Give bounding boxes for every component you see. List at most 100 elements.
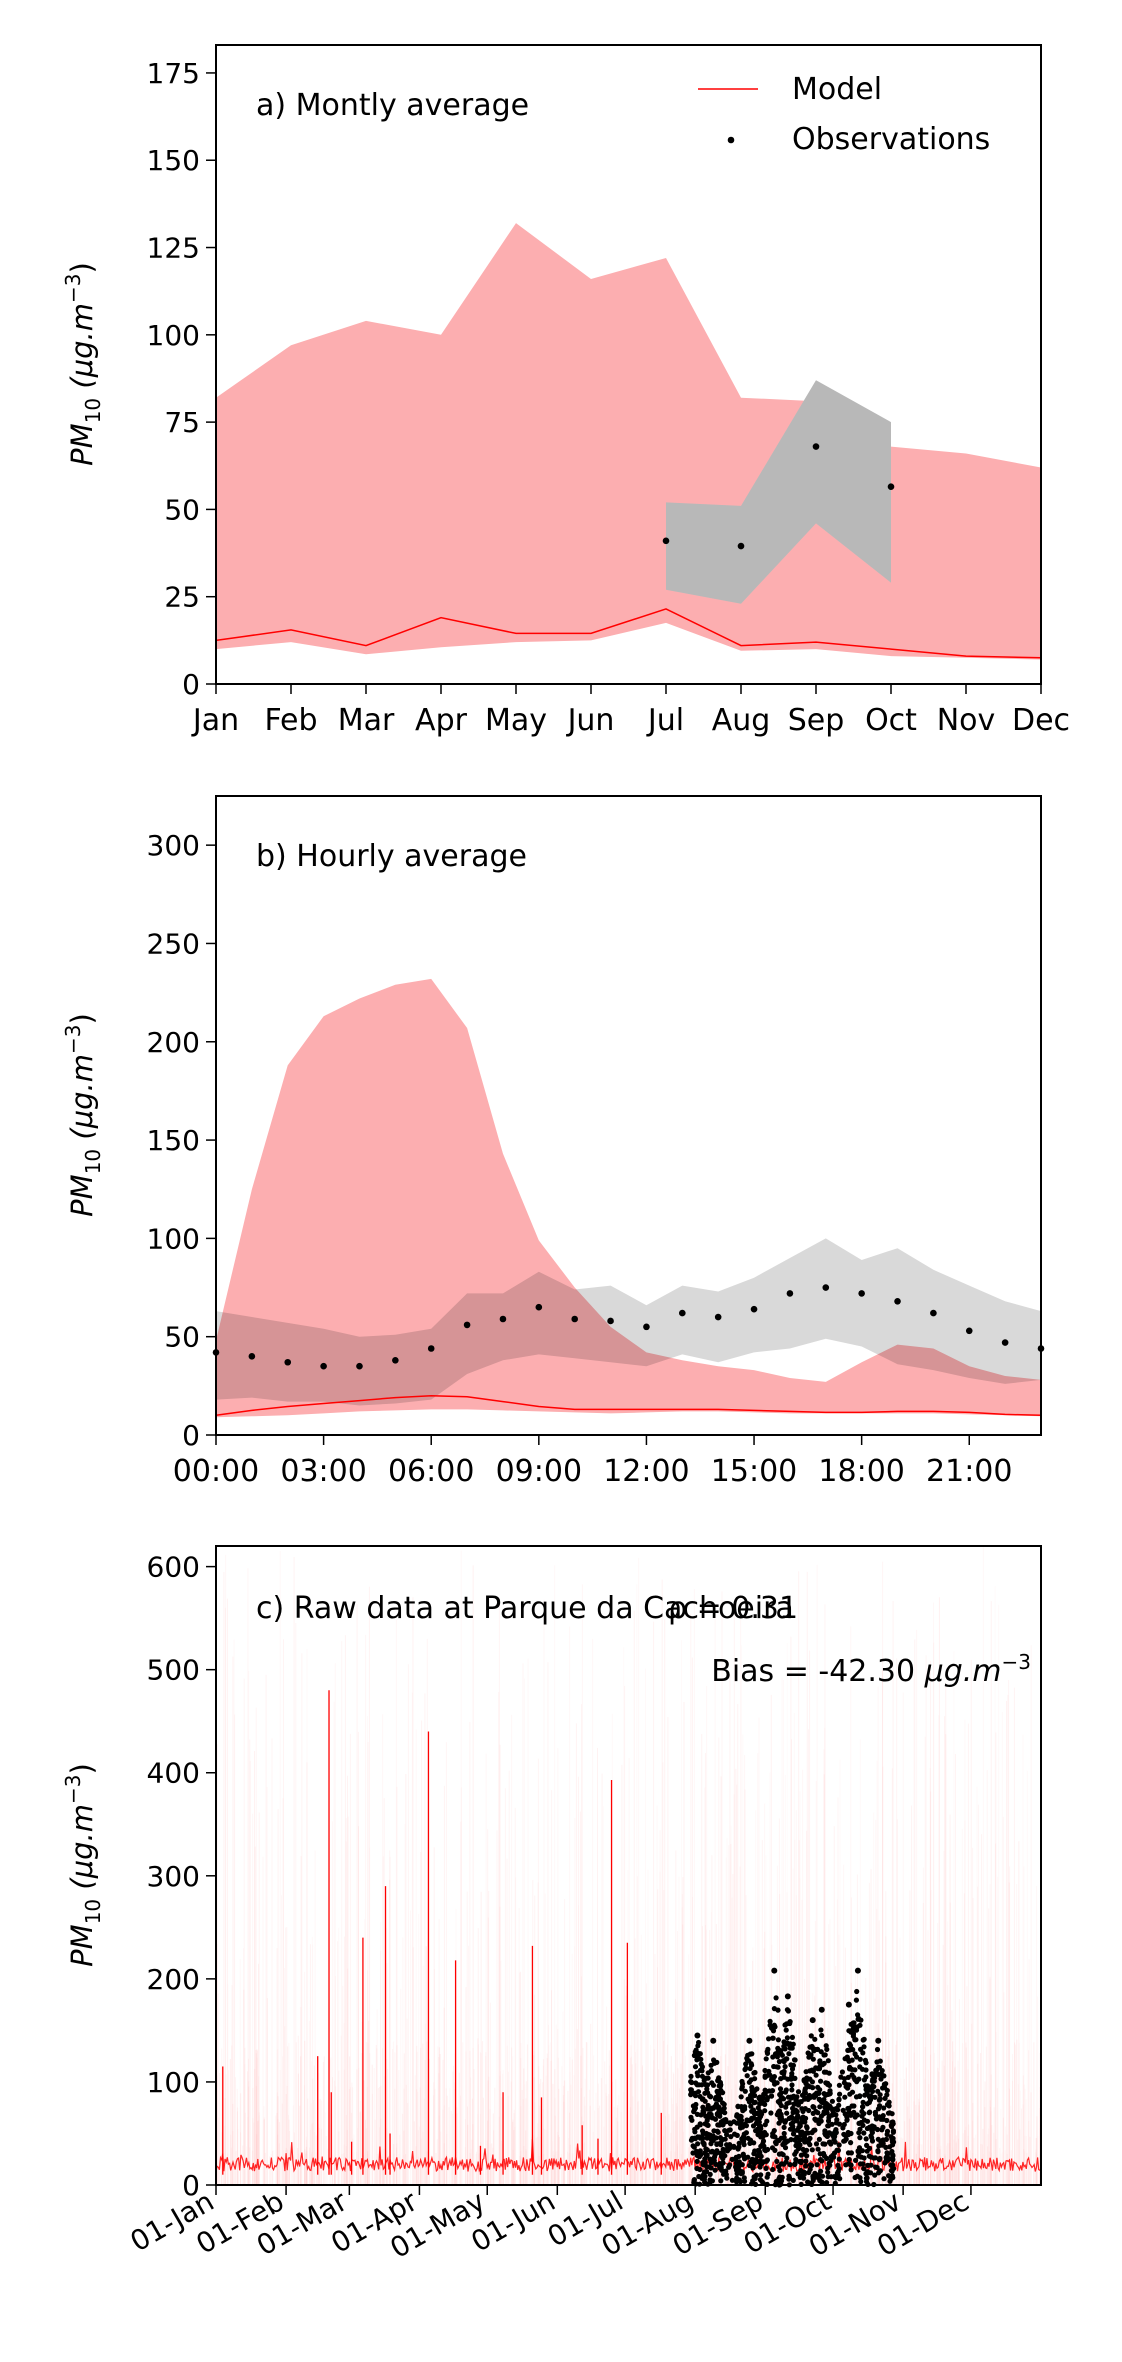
observation-point — [880, 2113, 886, 2119]
monthly-x-tick-label: Sep — [788, 703, 845, 738]
observation-point — [721, 2105, 727, 2111]
hourly-y-tick-label: 150 — [147, 1124, 200, 1157]
observation-point — [783, 2027, 789, 2033]
observation-point — [788, 2076, 794, 2082]
observation-point — [870, 2126, 877, 2132]
observation-point — [809, 2162, 815, 2169]
observation-point — [878, 2076, 884, 2082]
observation-point — [773, 2178, 779, 2185]
observation-point — [848, 2167, 854, 2173]
observation-point — [818, 2078, 824, 2084]
raw-y-tick-label: 0 — [182, 2169, 200, 2202]
observation-point — [860, 2104, 866, 2110]
observation-point — [883, 2144, 889, 2150]
observation-point — [770, 2166, 776, 2173]
observation-point — [775, 2007, 781, 2013]
observation-point — [734, 2112, 740, 2118]
observation-point — [747, 2051, 753, 2057]
observation-point — [757, 2110, 763, 2116]
observation-point — [804, 2095, 810, 2101]
observation-point — [710, 2082, 717, 2088]
observation-point — [889, 2139, 896, 2145]
observation-point — [778, 2161, 785, 2167]
observation-point — [818, 2027, 824, 2033]
monthly-legend: Model Observations — [698, 72, 990, 157]
observation-point — [844, 2117, 850, 2123]
observation-point — [811, 2094, 817, 2100]
observation-point — [714, 2111, 720, 2117]
model-ensemble-haze — [215, 1547, 1039, 2185]
observation-point — [840, 2125, 846, 2131]
monthly-y-tick-label: 100 — [147, 319, 200, 352]
observation-point — [248, 1353, 256, 1360]
observation-point — [826, 2113, 833, 2119]
observation-point — [789, 2034, 796, 2040]
observation-point — [756, 2119, 762, 2125]
observation-point — [738, 2094, 744, 2100]
observation-point — [825, 2123, 831, 2129]
observation-point — [817, 2104, 823, 2110]
observation-point — [763, 2132, 769, 2138]
observation-point — [864, 2125, 871, 2132]
observation-point — [808, 2033, 814, 2039]
monthly-x-tick-label: Dec — [1012, 703, 1070, 738]
observation-point — [713, 2094, 719, 2101]
observation-point — [821, 2097, 827, 2103]
observation-point — [809, 2147, 815, 2153]
observation-point — [700, 2104, 706, 2110]
observation-point — [826, 2160, 832, 2166]
observation-point — [883, 2081, 889, 2087]
observation-point — [858, 1290, 865, 1297]
observation-point — [881, 2105, 887, 2111]
observation-point — [875, 2106, 882, 2112]
observation-point — [774, 2158, 780, 2164]
observation-point — [798, 2152, 805, 2158]
observation-point — [852, 2067, 858, 2073]
observation-point — [751, 2070, 757, 2076]
hourly-ticks: 0 50 100 150 200 250 300 00:00 03:00 06:00 09:00 12… — [147, 829, 1013, 1489]
observation-point — [846, 2082, 852, 2088]
observation-point — [751, 2161, 758, 2167]
observation-point — [930, 1309, 937, 1317]
observation-point — [734, 2175, 740, 2181]
observation-point — [818, 2113, 825, 2119]
observation-point — [847, 2064, 853, 2070]
observation-point — [862, 2057, 869, 2063]
observation-point — [865, 2162, 871, 2168]
raw-y-tick-label: 100 — [147, 2066, 200, 2099]
observation-point — [888, 2162, 894, 2168]
observation-point — [750, 1305, 758, 1313]
observation-point — [827, 2088, 833, 2094]
observation-point — [775, 2064, 781, 2070]
observation-point — [825, 2169, 831, 2175]
observation-point — [783, 2118, 789, 2124]
observation-peak-point — [710, 2037, 717, 2044]
observation-point — [737, 542, 745, 550]
observation-point — [812, 443, 820, 450]
observation-point — [848, 2029, 854, 2035]
observation-point — [770, 2035, 776, 2041]
observation-point — [818, 2049, 824, 2055]
monthly-x-tick-label: Apr — [415, 703, 468, 738]
observation-point — [701, 2109, 707, 2115]
raw-plot-area — [215, 1547, 1042, 2188]
observation-point — [695, 2050, 702, 2057]
observation-point — [787, 2041, 793, 2047]
observation-point — [886, 2103, 892, 2109]
observation-point — [888, 2176, 894, 2182]
raw-y-tick-label: 600 — [147, 1551, 200, 1584]
hourly-x-tick-label: 21:00 — [926, 1454, 1012, 1489]
observation-point — [819, 2158, 825, 2164]
observation-point — [744, 2073, 750, 2079]
observation-point — [827, 2103, 833, 2109]
observation-point — [708, 2165, 714, 2171]
observation-point — [855, 2012, 861, 2018]
observation-point — [811, 2104, 817, 2110]
observation-point — [861, 2036, 867, 2042]
observation-peak-point — [746, 2037, 753, 2044]
observation-point — [756, 2095, 762, 2101]
observation-point — [836, 2096, 842, 2102]
observation-point — [805, 2083, 811, 2089]
observation-point — [702, 2159, 708, 2166]
observation-point — [877, 2092, 883, 2098]
